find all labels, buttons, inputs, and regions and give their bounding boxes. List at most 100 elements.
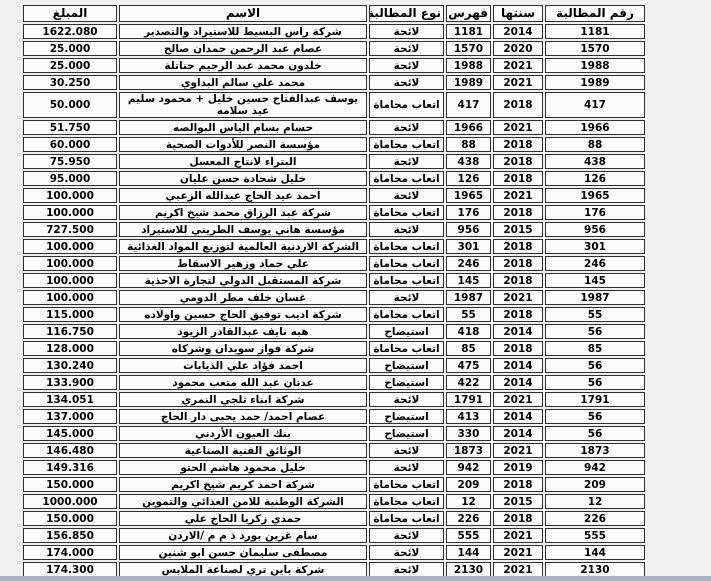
cell-claim_type: استيضاح — [369, 358, 444, 373]
cell-name: خلدون محمد عبد الرحيم حناتلة — [119, 58, 367, 73]
cell-name: مؤسسة هاني يوسف الطريني للاستيراد — [119, 222, 367, 237]
cell-index: 176 — [446, 205, 491, 220]
table-row: 2130 2021 2130 لائحة شركة باين تري لصناعة ال… — [23, 562, 645, 577]
cell-index: 88 — [446, 137, 491, 152]
cell-index: 145 — [446, 273, 491, 288]
cell-year: 2014 — [493, 358, 543, 373]
cell-year: 2018 — [493, 477, 543, 492]
cell-amount: 149.316 — [23, 460, 117, 475]
table-row: 956 2015 956 لائحة مؤسسة هاني يوسف الطريني ل… — [23, 222, 645, 237]
cell-index: 144 — [446, 545, 491, 560]
cell-amount: 100.000 — [23, 256, 117, 271]
cell-amount: 100.000 — [23, 188, 117, 203]
cell-claim_type: اتعاب محاماة — [369, 92, 444, 118]
cell-name: احمد فؤاد علي الذيابات — [119, 358, 367, 373]
cell-amount: 727.500 — [23, 222, 117, 237]
table-row: 226 2018 226 اتعاب محاماة حمدي زكريا الحاج ع… — [23, 511, 645, 526]
cell-amount: 174.300 — [23, 562, 117, 577]
cell-claim_type: اتعاب محاماة — [369, 307, 444, 322]
cell-name: الشركة الوطنية للامن الغذائي والتموين — [119, 494, 367, 509]
cell-claim_type: استيضاح — [369, 409, 444, 424]
table-row: 555 2021 555 لائحة سام غرين بورد ذ م م /الار… — [23, 528, 645, 543]
table-row: 12 2015 12 اتعاب محاماة الشركة الوطنية للامن… — [23, 494, 645, 509]
cell-amount: 100.000 — [23, 290, 117, 305]
cell-claim_no: 144 — [545, 545, 645, 560]
cell-name: غسان خلف مطر الدومي — [119, 290, 367, 305]
table-row: 1965 2021 1965 لائحة احمد عيد الحاج عبدالله … — [23, 188, 645, 203]
cell-year: 2015 — [493, 222, 543, 237]
cell-year: 2021 — [493, 392, 543, 407]
cell-claim_no: 301 — [545, 239, 645, 254]
cell-index: 413 — [446, 409, 491, 424]
cell-year: 2014 — [493, 324, 543, 339]
cell-claim_type: لائحة — [369, 75, 444, 90]
cell-claim_type: لائحة — [369, 443, 444, 458]
cell-name: احمد عيد الحاج عبدالله الزعبي — [119, 188, 367, 203]
cell-name: مؤسسة النصر للأدوات الصحية — [119, 137, 367, 152]
cell-index: 418 — [446, 324, 491, 339]
cell-amount: 60.000 — [23, 137, 117, 152]
cell-index: 1570 — [446, 41, 491, 56]
cell-claim_no: 417 — [545, 92, 645, 118]
cell-amount: 75.950 — [23, 154, 117, 169]
table-row: 301 2018 301 اتعاب محاماة الشركة الاردنية ال… — [23, 239, 645, 254]
cell-name: خليل محمود هاشم الحتو — [119, 460, 367, 475]
bottom-window-strip — [0, 576, 711, 581]
cell-index: 942 — [446, 460, 491, 475]
cell-index: 1873 — [446, 443, 491, 458]
cell-index: 126 — [446, 171, 491, 186]
cell-claim_no: 56 — [545, 324, 645, 339]
cell-index: 1989 — [446, 75, 491, 90]
cell-amount: 30.250 — [23, 75, 117, 90]
cell-claim_type: اتعاب محاماة — [369, 477, 444, 492]
cell-name: شركة اديب توفيق الحاج حسين واولاده — [119, 307, 367, 322]
header-claim_no: رقم المطالبة — [545, 5, 645, 22]
cell-claim_type: لائحة — [369, 188, 444, 203]
cell-claim_type: لائحة — [369, 528, 444, 543]
table-row: 942 2019 942 لائحة خليل محمود هاشم الحتو 149.… — [23, 460, 645, 475]
cell-year: 2014 — [493, 426, 543, 441]
cell-amount: 116.750 — [23, 324, 117, 339]
cell-index: 956 — [446, 222, 491, 237]
cell-amount: 156.850 — [23, 528, 117, 543]
table-row: 1181 2014 1181 لائحة شركة راس البسيط للاستير… — [23, 24, 645, 39]
cell-amount: 100.000 — [23, 205, 117, 220]
cell-claim_type: لائحة — [369, 41, 444, 56]
cell-name: شركة فواز سويدان وشركاه — [119, 341, 367, 356]
cell-index: 246 — [446, 256, 491, 271]
table-row: 56 2014 475 استيضاح احمد فؤاد علي الذيابات 13… — [23, 358, 645, 373]
cell-claim_no: 1989 — [545, 75, 645, 90]
cell-index: 475 — [446, 358, 491, 373]
cell-claim_type: لائحة — [369, 290, 444, 305]
cell-amount: 25.000 — [23, 58, 117, 73]
table-row: 1966 2021 1966 لائحة حسام بسام الياس البوالص… — [23, 120, 645, 135]
cell-claim_type: اتعاب محاماة — [369, 256, 444, 271]
cell-name: علي حماد وزهير الاسقاط — [119, 256, 367, 271]
cell-name: الشركة الاردنية العالمية لتوزيع المواد ا… — [119, 239, 367, 254]
cell-claim_type: لائحة — [369, 120, 444, 135]
cell-name: خليل شحادة حسن عليان — [119, 171, 367, 186]
cell-year: 2014 — [493, 24, 543, 39]
cell-amount: 95.000 — [23, 171, 117, 186]
cell-claim_no: 56 — [545, 375, 645, 390]
cell-name: يوسف عبدالفتاح حسين خليل + محمود سليم عي… — [119, 92, 367, 118]
cell-claim_no: 209 — [545, 477, 645, 492]
cell-year: 2018 — [493, 137, 543, 152]
cell-claim_no: 56 — [545, 426, 645, 441]
cell-amount: 100.000 — [23, 273, 117, 288]
cell-year: 2021 — [493, 58, 543, 73]
cell-index: 2130 — [446, 562, 491, 577]
cell-year: 2021 — [493, 443, 543, 458]
claims-table: رقم المطالبة سنتها فهرس نوع المطالبة الاسم ال… — [21, 3, 647, 579]
cell-name: حمدي زكريا الحاج علي — [119, 511, 367, 526]
cell-amount: 25.000 — [23, 41, 117, 56]
cell-claim_no: 246 — [545, 256, 645, 271]
cell-claim_type: لائحة — [369, 562, 444, 577]
cell-claim_no: 956 — [545, 222, 645, 237]
cell-claim_no: 1791 — [545, 392, 645, 407]
cell-year: 2018 — [493, 171, 543, 186]
cell-claim_type: استيضاح — [369, 426, 444, 441]
cell-year: 2021 — [493, 545, 543, 560]
header-row: رقم المطالبة سنتها فهرس نوع المطالبة الاسم ال… — [23, 5, 645, 22]
cell-name: شركة المستقبل الدولي لتجارة الاحذية — [119, 273, 367, 288]
